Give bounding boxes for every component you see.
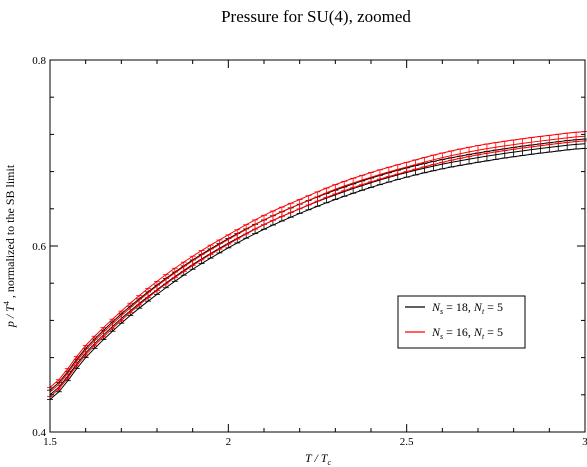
series-line-lower — [49, 147, 586, 400]
x-axis: 1.5 2 2.5 3 — [43, 60, 587, 448]
plot-marks — [47, 131, 587, 400]
x-tick-label: 2 — [226, 436, 232, 448]
series-2 — [47, 131, 587, 398]
series-line-upper — [49, 138, 586, 391]
series-line — [49, 143, 586, 396]
x-tick-label: 3 — [582, 436, 587, 448]
legend: Ns = 18, Nt = 5 Ns = 16, Nt = 5 — [397, 295, 526, 349]
y-axis-label: p / T4 , normalized to the SB limit — [2, 164, 17, 328]
legend-entry-series-1: Ns = 18, Nt = 5 — [431, 300, 503, 316]
x-tick-label: 1.5 — [43, 436, 57, 448]
series-line — [49, 135, 586, 393]
chart-title: Pressure for SU(4), zoomed — [221, 7, 411, 26]
plot-frame — [49, 59, 586, 433]
legend-box — [397, 295, 526, 349]
x-tick-label: 2.5 — [400, 436, 414, 448]
y-axis: 0.4 0.6 0.8 — [32, 55, 585, 439]
legend-entry-series-2: Ns = 16, Nt = 5 — [431, 325, 503, 341]
series-line-lower — [49, 140, 586, 398]
y-tick-label: 0.6 — [32, 241, 46, 253]
series-line-upper — [49, 131, 586, 388]
y-tick-label: 0.8 — [32, 55, 46, 67]
series-1 — [47, 138, 587, 400]
y-tick-label: 0.4 — [32, 427, 46, 439]
x-axis-label: T / Tc — [305, 451, 331, 467]
